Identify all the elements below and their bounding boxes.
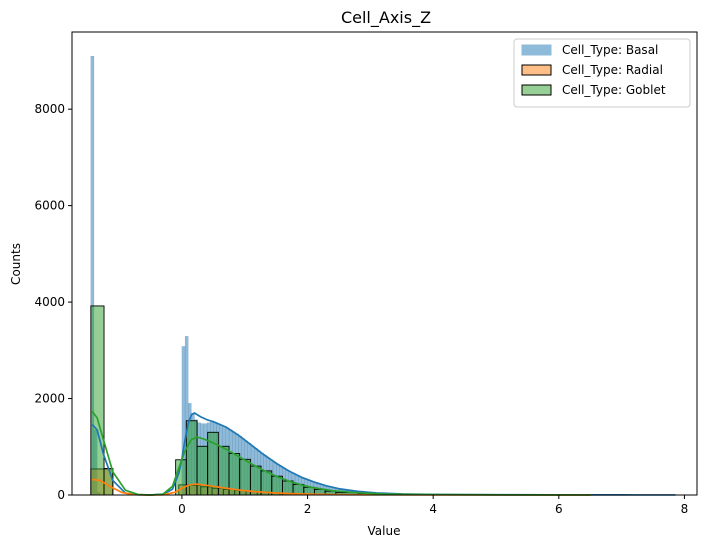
y-tick-label: 8000 — [34, 102, 65, 116]
legend-label: Cell_Type: Goblet — [562, 83, 666, 97]
legend-swatch — [521, 64, 552, 76]
x-tick-label: 0 — [178, 502, 186, 516]
x-tick-label: 4 — [429, 502, 437, 516]
series-cell-type-goblet — [90, 305, 591, 496]
legend-swatch — [521, 84, 552, 96]
legend: Cell_Type: Basal Cell_Type: Radial Cell_Ty… — [513, 38, 691, 108]
histogram-bar — [90, 305, 105, 496]
x-tick-label: 6 — [555, 502, 563, 516]
legend-swatch — [521, 44, 552, 56]
y-tick-label: 6000 — [34, 199, 65, 213]
axis-ticks: 0 2 4 6 8 0 2000 4000 6000 8000 — [34, 102, 688, 516]
kde-line-cell-type-goblet — [91, 411, 592, 496]
legend-label: Cell_Type: Radial — [562, 63, 663, 77]
histogram-bar — [196, 445, 209, 496]
chart-title: Cell_Axis_Z — [341, 8, 431, 28]
legend-label: Cell_Type: Basal — [562, 43, 658, 57]
y-axis-label: Counts — [9, 243, 23, 285]
legend-box — [513, 38, 691, 108]
plot-area — [90, 55, 676, 496]
histogram-bar — [103, 468, 114, 496]
y-tick-label: 2000 — [34, 392, 65, 406]
y-tick-label: 4000 — [34, 295, 65, 309]
x-tick-label: 8 — [681, 502, 689, 516]
y-tick-label: 0 — [57, 488, 65, 502]
x-tick-label: 2 — [304, 502, 312, 516]
axes-frame — [71, 31, 698, 496]
x-axis-label: Value — [368, 524, 401, 538]
